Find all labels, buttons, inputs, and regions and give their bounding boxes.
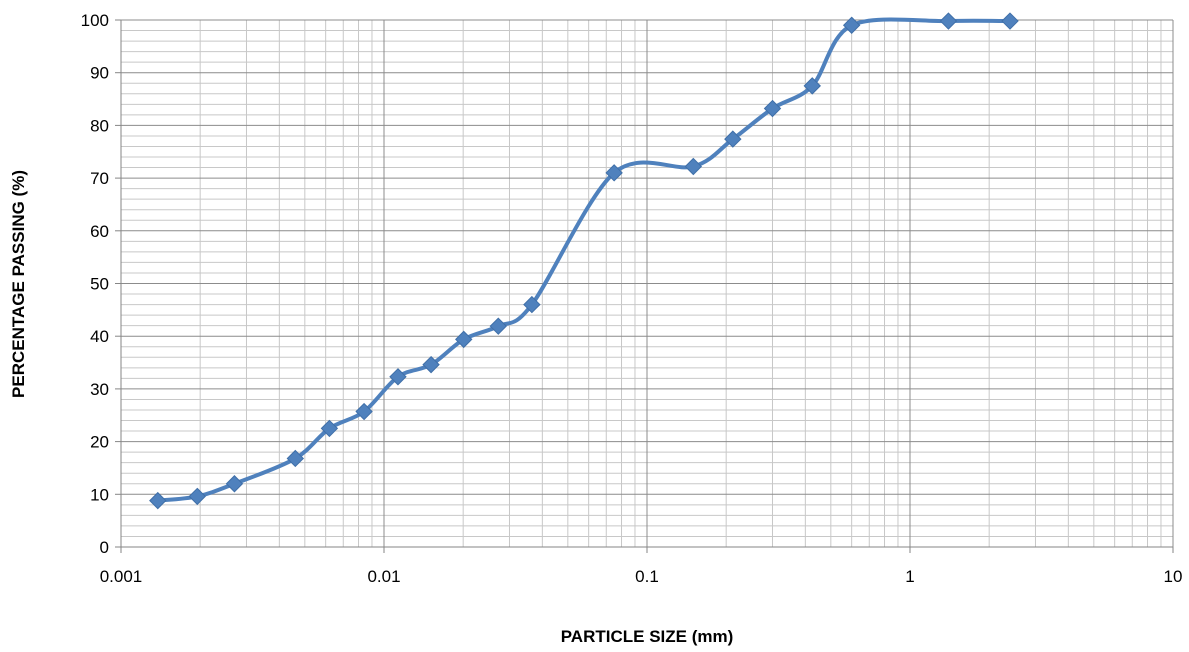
y-tick-label: 10 bbox=[90, 485, 109, 504]
axes bbox=[115, 19, 1174, 553]
y-tick-label: 40 bbox=[90, 327, 109, 346]
data-point-marker bbox=[149, 491, 167, 510]
tick-labels: 0 10 20 30 40 50 60 70 80 90 100 0.001 0.01 0.1 1 10 bbox=[81, 11, 1183, 586]
y-tick-label: 90 bbox=[90, 64, 109, 83]
data-point-marker bbox=[939, 12, 958, 30]
data-point-marker bbox=[684, 157, 703, 176]
data-point-marker bbox=[422, 355, 440, 374]
series-line bbox=[155, 17, 1012, 503]
data-point-marker bbox=[763, 99, 782, 118]
data-point-marker bbox=[225, 475, 244, 493]
data-point-marker bbox=[1001, 12, 1019, 30]
data-point-marker bbox=[389, 368, 407, 386]
data-point-marker bbox=[455, 330, 473, 349]
y-tick-label: 60 bbox=[90, 222, 109, 241]
data-point-marker bbox=[803, 77, 821, 95]
y-tick-label: 0 bbox=[100, 538, 109, 557]
data-point-marker bbox=[286, 449, 305, 468]
x-tick-label: 10 bbox=[1164, 567, 1183, 586]
y-axis-title: PERCENTAGE PASSING (%) bbox=[9, 170, 28, 398]
y-tick-label: 70 bbox=[90, 169, 109, 188]
x-tick-label: 0.001 bbox=[100, 567, 143, 586]
major-gridlines bbox=[121, 19, 1174, 547]
x-tick-label: 0.01 bbox=[367, 567, 400, 586]
y-tick-label: 30 bbox=[90, 380, 109, 399]
data-point-marker bbox=[605, 164, 623, 182]
y-tick-label: 100 bbox=[81, 11, 109, 30]
y-tick-label: 80 bbox=[90, 116, 109, 135]
y-tick-label: 50 bbox=[90, 275, 109, 294]
x-axis-title: PARTICLE SIZE (mm) bbox=[561, 627, 734, 646]
data-point-marker bbox=[523, 295, 541, 314]
data-point-marker bbox=[320, 419, 339, 438]
data-point-marker bbox=[489, 317, 507, 335]
x-tick-label: 0.1 bbox=[635, 567, 659, 586]
data-point-marker bbox=[355, 402, 373, 421]
x-tick-label: 1 bbox=[905, 567, 914, 586]
data-point-marker bbox=[188, 487, 206, 506]
y-tick-label: 20 bbox=[90, 433, 109, 452]
series-layer bbox=[149, 12, 1019, 510]
data-point-marker bbox=[842, 16, 861, 34]
data-point-marker bbox=[724, 130, 742, 148]
